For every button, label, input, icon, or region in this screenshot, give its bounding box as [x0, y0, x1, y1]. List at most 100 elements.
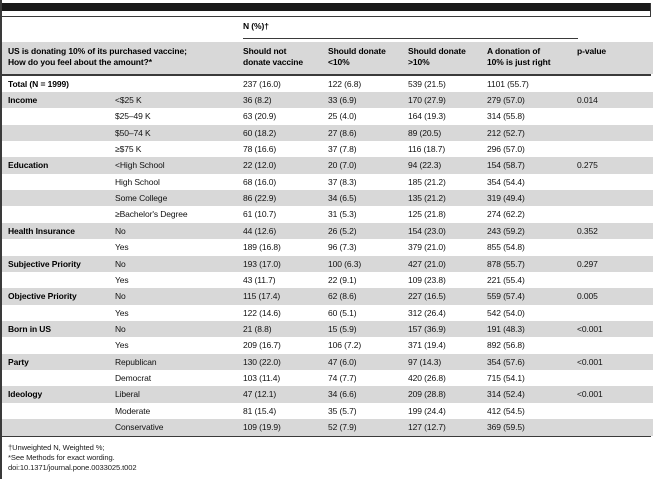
row-stub-header: US is donating 10% of its purchased vacc… [8, 42, 243, 75]
cell-p-value [577, 174, 653, 190]
table-row: ≥Bachelor's Degree 61 (10.7) 31 (5.3) 125 (… [2, 206, 653, 223]
cell-donate-lt10: 15 (5.9) [328, 323, 357, 334]
cell-donate-lt10: 31 (5.3) [328, 209, 357, 220]
cell-should-not-donate: 193 (17.0) [243, 258, 281, 269]
cell-should-not-donate: 109 (19.9) [243, 422, 281, 433]
footnote-doi: doi:10.1371/journal.pone.0033025.t002 [8, 463, 137, 472]
cell-p-value [577, 370, 653, 386]
table-row: Yes 43 (11.7) 22 (9.1) 109 (23.8) 221 (55.4) [2, 271, 653, 289]
cell-just-right: 1101 (55.7) [487, 78, 529, 89]
row-category [8, 239, 115, 255]
cell-p-value: <0.001 [577, 389, 603, 400]
cell-just-right: 892 (56.8) [487, 340, 525, 351]
cell-should-not-donate: 237 (16.0) [243, 78, 281, 89]
cell-p-value: <0.001 [577, 323, 603, 334]
row-subcategory: $25–49 K [115, 111, 151, 122]
column-header-just-right: A donation of 10% is just right [487, 42, 577, 75]
table-top-rule [2, 15, 651, 18]
row-subcategory [115, 76, 243, 92]
cell-donate-lt10: 100 (6.3) [328, 258, 362, 269]
row-category [8, 108, 115, 124]
row-category [8, 190, 115, 206]
cell-should-not-donate: 22 (12.0) [243, 160, 277, 171]
table-row: Income <$25 K 36 (8.2) 33 (6.9) 170 (27.9) 27… [2, 91, 653, 109]
cell-should-not-donate: 43 (11.7) [243, 274, 276, 285]
cell-p-value: 0.352 [577, 225, 598, 236]
table-row: Some College 86 (22.9) 34 (6.5) 135 (21.2) 3… [2, 190, 653, 207]
row-category [8, 305, 115, 321]
cell-should-not-donate: 209 (16.7) [243, 340, 281, 351]
cell-donate-lt10: 106 (7.2) [328, 340, 362, 351]
cell-donate-gt10: 109 (23.8) [408, 274, 446, 285]
cell-p-value [577, 419, 653, 435]
table-row: Total (N = 1999) 237 (16.0) 122 (6.8) 539 (… [2, 75, 653, 92]
cell-donate-lt10: 27 (8.6) [328, 127, 357, 138]
cell-donate-lt10: 34 (6.5) [328, 193, 357, 204]
cell-should-not-donate: 68 (16.0) [243, 176, 277, 187]
table-row: ≥$75 K 78 (16.6) 37 (7.8) 116 (18.7) 296 (57… [2, 141, 653, 158]
column-header-line2: >10% [408, 57, 430, 68]
table-row: Education <High School 22 (12.0) 20 (7.0) 94… [2, 157, 653, 174]
cell-just-right: 274 (62.2) [487, 209, 525, 220]
cell-just-right: 319 (49.4) [487, 193, 525, 204]
cell-just-right: 354 (57.6) [487, 356, 525, 367]
row-category [8, 174, 115, 190]
row-category: Health Insurance [8, 225, 75, 236]
cell-donate-lt10: 33 (6.9) [328, 94, 357, 105]
cell-donate-lt10: 20 (7.0) [328, 160, 357, 171]
cell-p-value [577, 108, 653, 124]
cell-p-value [577, 141, 653, 157]
row-subcategory: <$25 K [115, 94, 142, 105]
cell-just-right: 878 (55.7) [487, 258, 525, 269]
table-top-bar [2, 3, 651, 11]
cell-donate-lt10: 37 (8.3) [328, 176, 357, 187]
cell-donate-lt10: 122 (6.8) [328, 78, 362, 89]
cell-should-not-donate: 63 (20.9) [243, 111, 277, 122]
row-category: Subjective Priority [8, 258, 81, 269]
spanner-header: N (%)† [243, 21, 269, 31]
table-body: Total (N = 1999) 237 (16.0) 122 (6.8) 539 (… [2, 75, 653, 436]
cell-should-not-donate: 36 (8.2) [243, 94, 272, 105]
row-subcategory: Yes [115, 274, 129, 285]
cell-donate-lt10: 62 (8.6) [328, 291, 357, 302]
cell-just-right: 221 (55.4) [487, 274, 525, 285]
cell-donate-gt10: 135 (21.2) [408, 193, 446, 204]
row-subcategory: No [115, 225, 126, 236]
table-row: Health Insurance No 44 (12.6) 26 (5.2) 154 (… [2, 222, 653, 240]
cell-donate-lt10: 26 (5.2) [328, 225, 357, 236]
row-subcategory: Yes [115, 307, 129, 318]
cell-should-not-donate: 86 (22.9) [243, 193, 277, 204]
column-header-line2: 10% is just right [487, 57, 551, 68]
row-subcategory: No [115, 323, 126, 334]
cell-donate-gt10: 125 (21.8) [408, 209, 446, 220]
cell-just-right: 354 (54.4) [487, 176, 525, 187]
cell-just-right: 212 (52.7) [487, 127, 525, 138]
cell-donate-lt10: 35 (5.7) [328, 405, 357, 416]
cell-donate-gt10: 89 (20.5) [408, 127, 442, 138]
table-row: Conservative 109 (19.9) 52 (7.9) 127 (12.7)… [2, 419, 653, 436]
cell-p-value [577, 239, 653, 255]
cell-donate-gt10: 227 (16.5) [408, 291, 446, 302]
table-row: Democrat 103 (11.4) 74 (7.7) 420 (26.8) 715 … [2, 370, 653, 387]
cell-should-not-donate: 21 (8.8) [243, 323, 272, 334]
table-row: Yes 209 (16.7) 106 (7.2) 371 (19.4) 892 (56.… [2, 337, 653, 354]
cell-donate-lt10: 34 (6.6) [328, 389, 357, 400]
column-header-line1: Should not [243, 46, 287, 56]
cell-just-right: 715 (54.1) [487, 373, 525, 384]
cell-donate-gt10: 427 (21.0) [408, 258, 446, 269]
row-category: Party [8, 356, 29, 367]
page-edge-line [0, 0, 2, 479]
header-body-rule [2, 73, 651, 76]
cell-donate-gt10: 371 (19.4) [408, 340, 446, 351]
row-category [8, 370, 115, 386]
column-header-donate-gt10: Should donate >10% [408, 42, 487, 75]
cell-donate-gt10: 420 (26.8) [408, 373, 446, 384]
cell-donate-gt10: 94 (22.3) [408, 160, 442, 171]
cell-p-value: <0.001 [577, 356, 603, 367]
table-row: Moderate 81 (15.4) 35 (5.7) 199 (24.4) 412 (… [2, 402, 653, 420]
row-category [8, 419, 115, 435]
cell-donate-lt10: 37 (7.8) [328, 144, 357, 155]
cell-should-not-donate: 61 (10.7) [243, 209, 277, 220]
cell-p-value [577, 337, 653, 353]
